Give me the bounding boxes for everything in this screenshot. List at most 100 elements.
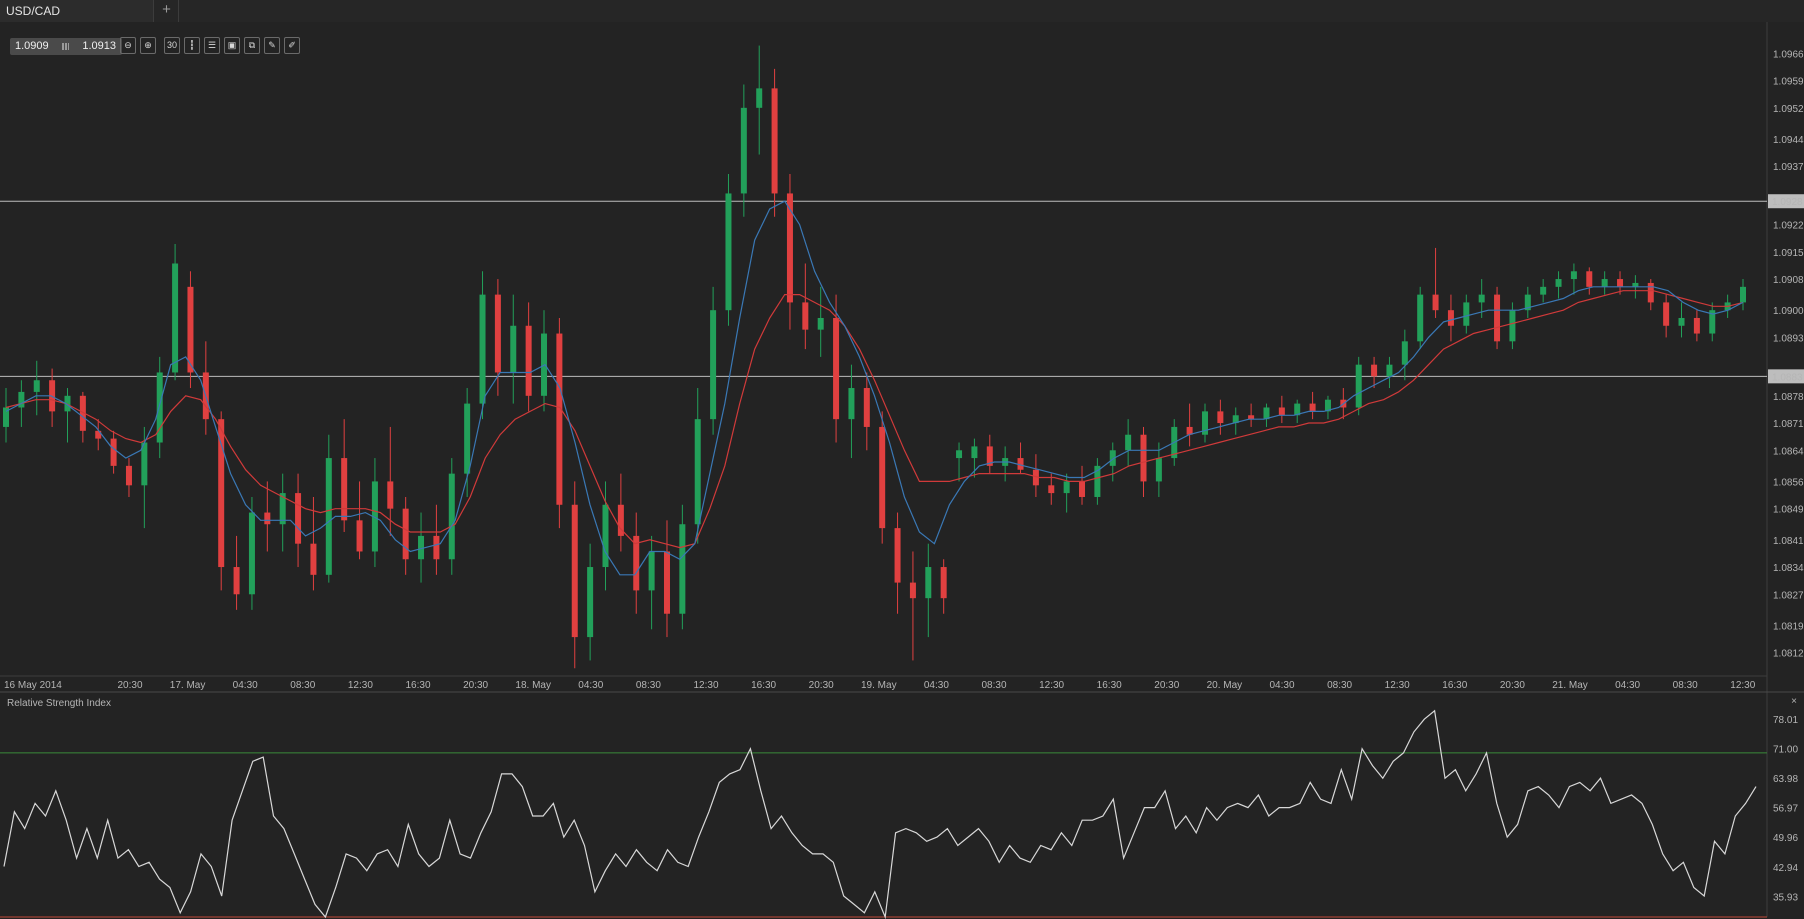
candle-body — [1540, 286, 1547, 295]
candle — [218, 411, 225, 591]
draw-icon[interactable]: ✐ — [284, 37, 300, 54]
candle-body — [156, 372, 163, 443]
candle — [694, 388, 701, 544]
candle-body — [1125, 434, 1132, 451]
candle-body — [1463, 302, 1470, 326]
time-tick-label: 20:30 — [117, 680, 142, 691]
candle-body — [64, 395, 71, 412]
candle — [771, 68, 778, 217]
candle-body — [710, 310, 717, 420]
candle — [725, 173, 732, 326]
candle-body — [817, 317, 824, 330]
time-tick-label: 12:30 — [1039, 680, 1064, 691]
chart-type-icon[interactable]: ┇ — [184, 37, 200, 54]
indicators-icon[interactable]: ☰ — [204, 37, 220, 54]
time-tick-label: 17. May — [170, 680, 206, 691]
ma-slow-line — [5, 290, 1744, 549]
candle — [1125, 419, 1132, 466]
time-tick-label: 16:30 — [751, 680, 776, 691]
candle-body — [218, 419, 225, 568]
ask-price: 1.0913 — [82, 40, 116, 52]
candle-body — [1263, 407, 1270, 420]
candle-body — [264, 512, 271, 525]
horizontal-line-tag — [1768, 194, 1804, 209]
candle — [233, 535, 240, 610]
quote-box[interactable]: 1.0909 1.0913 — [10, 38, 122, 55]
candle-body — [1417, 294, 1424, 342]
timeframe-icon[interactable]: 30 — [164, 37, 180, 54]
time-tick-label: 04:30 — [924, 680, 949, 691]
candle — [1309, 391, 1316, 420]
candle — [679, 504, 686, 630]
candle-body — [279, 493, 286, 525]
candle-body — [1278, 407, 1285, 416]
candle — [925, 543, 932, 638]
candle — [556, 317, 563, 529]
time-tick-label: 20:30 — [1500, 680, 1525, 691]
candle-body — [1355, 364, 1362, 408]
tab-bar: USD/CAD + — [0, 0, 1804, 22]
candle — [848, 364, 855, 459]
objects-icon[interactable]: ⧉ — [244, 37, 260, 54]
time-tick-label: 16:30 — [1097, 680, 1122, 691]
template-icon[interactable]: ▣ — [224, 37, 240, 54]
candle-body — [1201, 411, 1208, 435]
tab-usdcad[interactable]: USD/CAD — [0, 0, 154, 22]
add-tab-button[interactable]: + — [155, 0, 179, 22]
candle-body — [1063, 481, 1070, 494]
candle — [940, 559, 947, 614]
candle — [172, 244, 179, 381]
candle — [1063, 473, 1070, 513]
candle — [156, 356, 163, 459]
candle — [1032, 454, 1039, 497]
zoom-in-icon[interactable]: ⊕ — [140, 37, 156, 54]
candle — [1248, 403, 1255, 427]
price-tick-label: 1.0915 — [1773, 248, 1804, 259]
edit-icon[interactable]: ✎ — [264, 37, 280, 54]
candle-body — [894, 528, 901, 583]
candle-body — [172, 263, 179, 373]
candle-body — [802, 302, 809, 330]
candle-body — [1494, 294, 1501, 342]
candle-body — [3, 407, 9, 427]
candle-body — [756, 88, 763, 108]
candle — [602, 481, 609, 591]
price-tick-label: 1.0952 — [1773, 104, 1804, 115]
bid-price: 1.0909 — [15, 40, 49, 52]
candle — [525, 302, 532, 412]
candle-body — [494, 294, 501, 373]
time-tick-label: 08:30 — [290, 680, 315, 691]
time-tick-label: 08:30 — [981, 680, 1006, 691]
candle-body — [18, 391, 25, 408]
price-tick-label: 1.0908 — [1773, 275, 1804, 286]
candle-body — [1294, 403, 1301, 416]
candle — [1447, 294, 1454, 342]
candle — [648, 535, 655, 630]
candle — [1678, 302, 1685, 338]
candle-body — [479, 294, 486, 404]
time-tick-label: 20:30 — [463, 680, 488, 691]
candle-body — [79, 395, 86, 431]
candle-body — [740, 107, 747, 194]
time-tick-label: 18. May — [515, 680, 551, 691]
candle — [1263, 403, 1270, 427]
price-tick-label: 1.0922 — [1773, 221, 1804, 232]
candle — [541, 310, 548, 412]
candle — [1555, 271, 1562, 299]
price-tick-label: 1.0864 — [1773, 446, 1804, 457]
candle-body — [525, 325, 532, 396]
candle — [1663, 294, 1670, 338]
candle — [1278, 395, 1285, 424]
candle-body — [925, 567, 932, 599]
horizontal-line-label: 1.0928 — [1772, 197, 1803, 208]
candle-body — [863, 388, 870, 427]
candle-body — [1524, 294, 1531, 311]
candle — [1324, 395, 1331, 420]
candle-body — [341, 458, 348, 521]
candle-body — [1140, 434, 1147, 482]
zoom-out-icon[interactable]: ⊖ — [120, 37, 136, 54]
candle — [325, 434, 332, 583]
candle-body — [33, 380, 40, 392]
rsi-tick-label: 63.98 — [1773, 774, 1798, 785]
